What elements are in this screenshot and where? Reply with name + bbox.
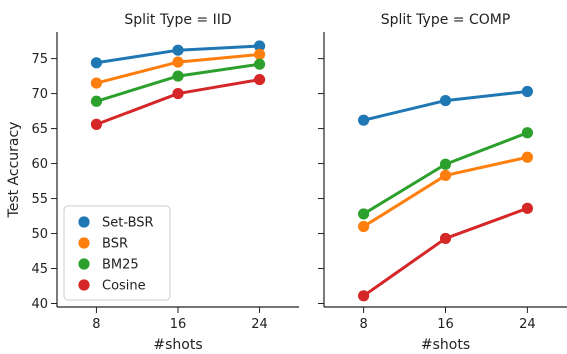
panel-0-data-point-cosine bbox=[90, 118, 103, 130]
y-tick-label: 50 bbox=[31, 227, 48, 242]
y-tick-label: 65 bbox=[31, 122, 48, 137]
panel-1-x-tick-label: 8 bbox=[359, 317, 367, 332]
legend-marker-set-bsr bbox=[78, 216, 90, 228]
legend-label-bsr: BSR bbox=[102, 237, 128, 252]
panel-1-data-point-set-bsr bbox=[439, 94, 452, 107]
panel-1-data-point-bm25 bbox=[358, 208, 370, 220]
y-tick-label: 45 bbox=[31, 262, 48, 277]
panel-0-data-point-cosine bbox=[172, 87, 184, 100]
panel-1-data-point-cosine bbox=[521, 202, 533, 214]
legend-marker-bm25 bbox=[78, 258, 90, 270]
panel-1-data-point-cosine bbox=[439, 232, 452, 245]
y-tick-label: 70 bbox=[31, 87, 48, 102]
panel-0-data-point-bsr bbox=[90, 77, 103, 89]
legend-label-set-bsr: Set-BSR bbox=[102, 216, 154, 231]
y-tick-label: 60 bbox=[31, 157, 48, 172]
panel-1-title: Split Type = COMP bbox=[381, 12, 511, 28]
panel-0-data-point-bm25 bbox=[90, 95, 103, 107]
panel-0-data-point-bm25 bbox=[253, 58, 266, 70]
panel-1-data-point-bm25 bbox=[439, 158, 452, 170]
y-axis-title: Test Accuracy bbox=[6, 122, 22, 219]
y-tick-label: 55 bbox=[31, 192, 48, 207]
panel-0-x-tick-label: 8 bbox=[92, 317, 100, 332]
panel-0-data-point-bsr bbox=[253, 48, 266, 60]
panel-0-data-point-set-bsr bbox=[172, 44, 184, 56]
legend-label-bm25: BM25 bbox=[102, 258, 139, 273]
panel-0-data-point-cosine bbox=[253, 73, 266, 86]
legend bbox=[63, 205, 171, 301]
panel-1-data-point-bm25 bbox=[521, 127, 533, 139]
panel-0-data-point-set-bsr bbox=[253, 40, 266, 52]
panel-1-x-axis-title: #shots bbox=[421, 337, 470, 353]
panel-1-data-point-bsr bbox=[358, 220, 370, 233]
panel-0-data-point-bsr bbox=[172, 56, 184, 68]
panel-1-data-point-bsr bbox=[521, 151, 533, 163]
panel-1-data-point-cosine bbox=[358, 290, 370, 302]
panel-0-data-point-bm25 bbox=[172, 70, 184, 82]
panel-0-title: Split Type = IID bbox=[124, 12, 231, 28]
legend-marker-cosine bbox=[78, 279, 90, 291]
panel-0-data-point-set-bsr bbox=[90, 57, 103, 69]
legend-label-cosine: Cosine bbox=[102, 279, 146, 294]
y-tick-label: 40 bbox=[31, 297, 48, 312]
panel-0-x-tick-label: 16 bbox=[170, 317, 187, 332]
panel-0-x-axis-title: #shots bbox=[153, 337, 202, 353]
legend-marker-bsr bbox=[78, 237, 90, 249]
panel-1-data-point-bsr bbox=[439, 169, 452, 182]
panel-0-x-tick-label: 24 bbox=[251, 317, 268, 332]
panel-1-data-point-set-bsr bbox=[521, 85, 533, 98]
panel-1-data-point-set-bsr bbox=[358, 114, 370, 126]
panel-1-x-tick-label: 16 bbox=[437, 317, 454, 332]
y-tick-label: 75 bbox=[31, 52, 48, 67]
panel-1-x-tick-label: 24 bbox=[519, 317, 536, 332]
